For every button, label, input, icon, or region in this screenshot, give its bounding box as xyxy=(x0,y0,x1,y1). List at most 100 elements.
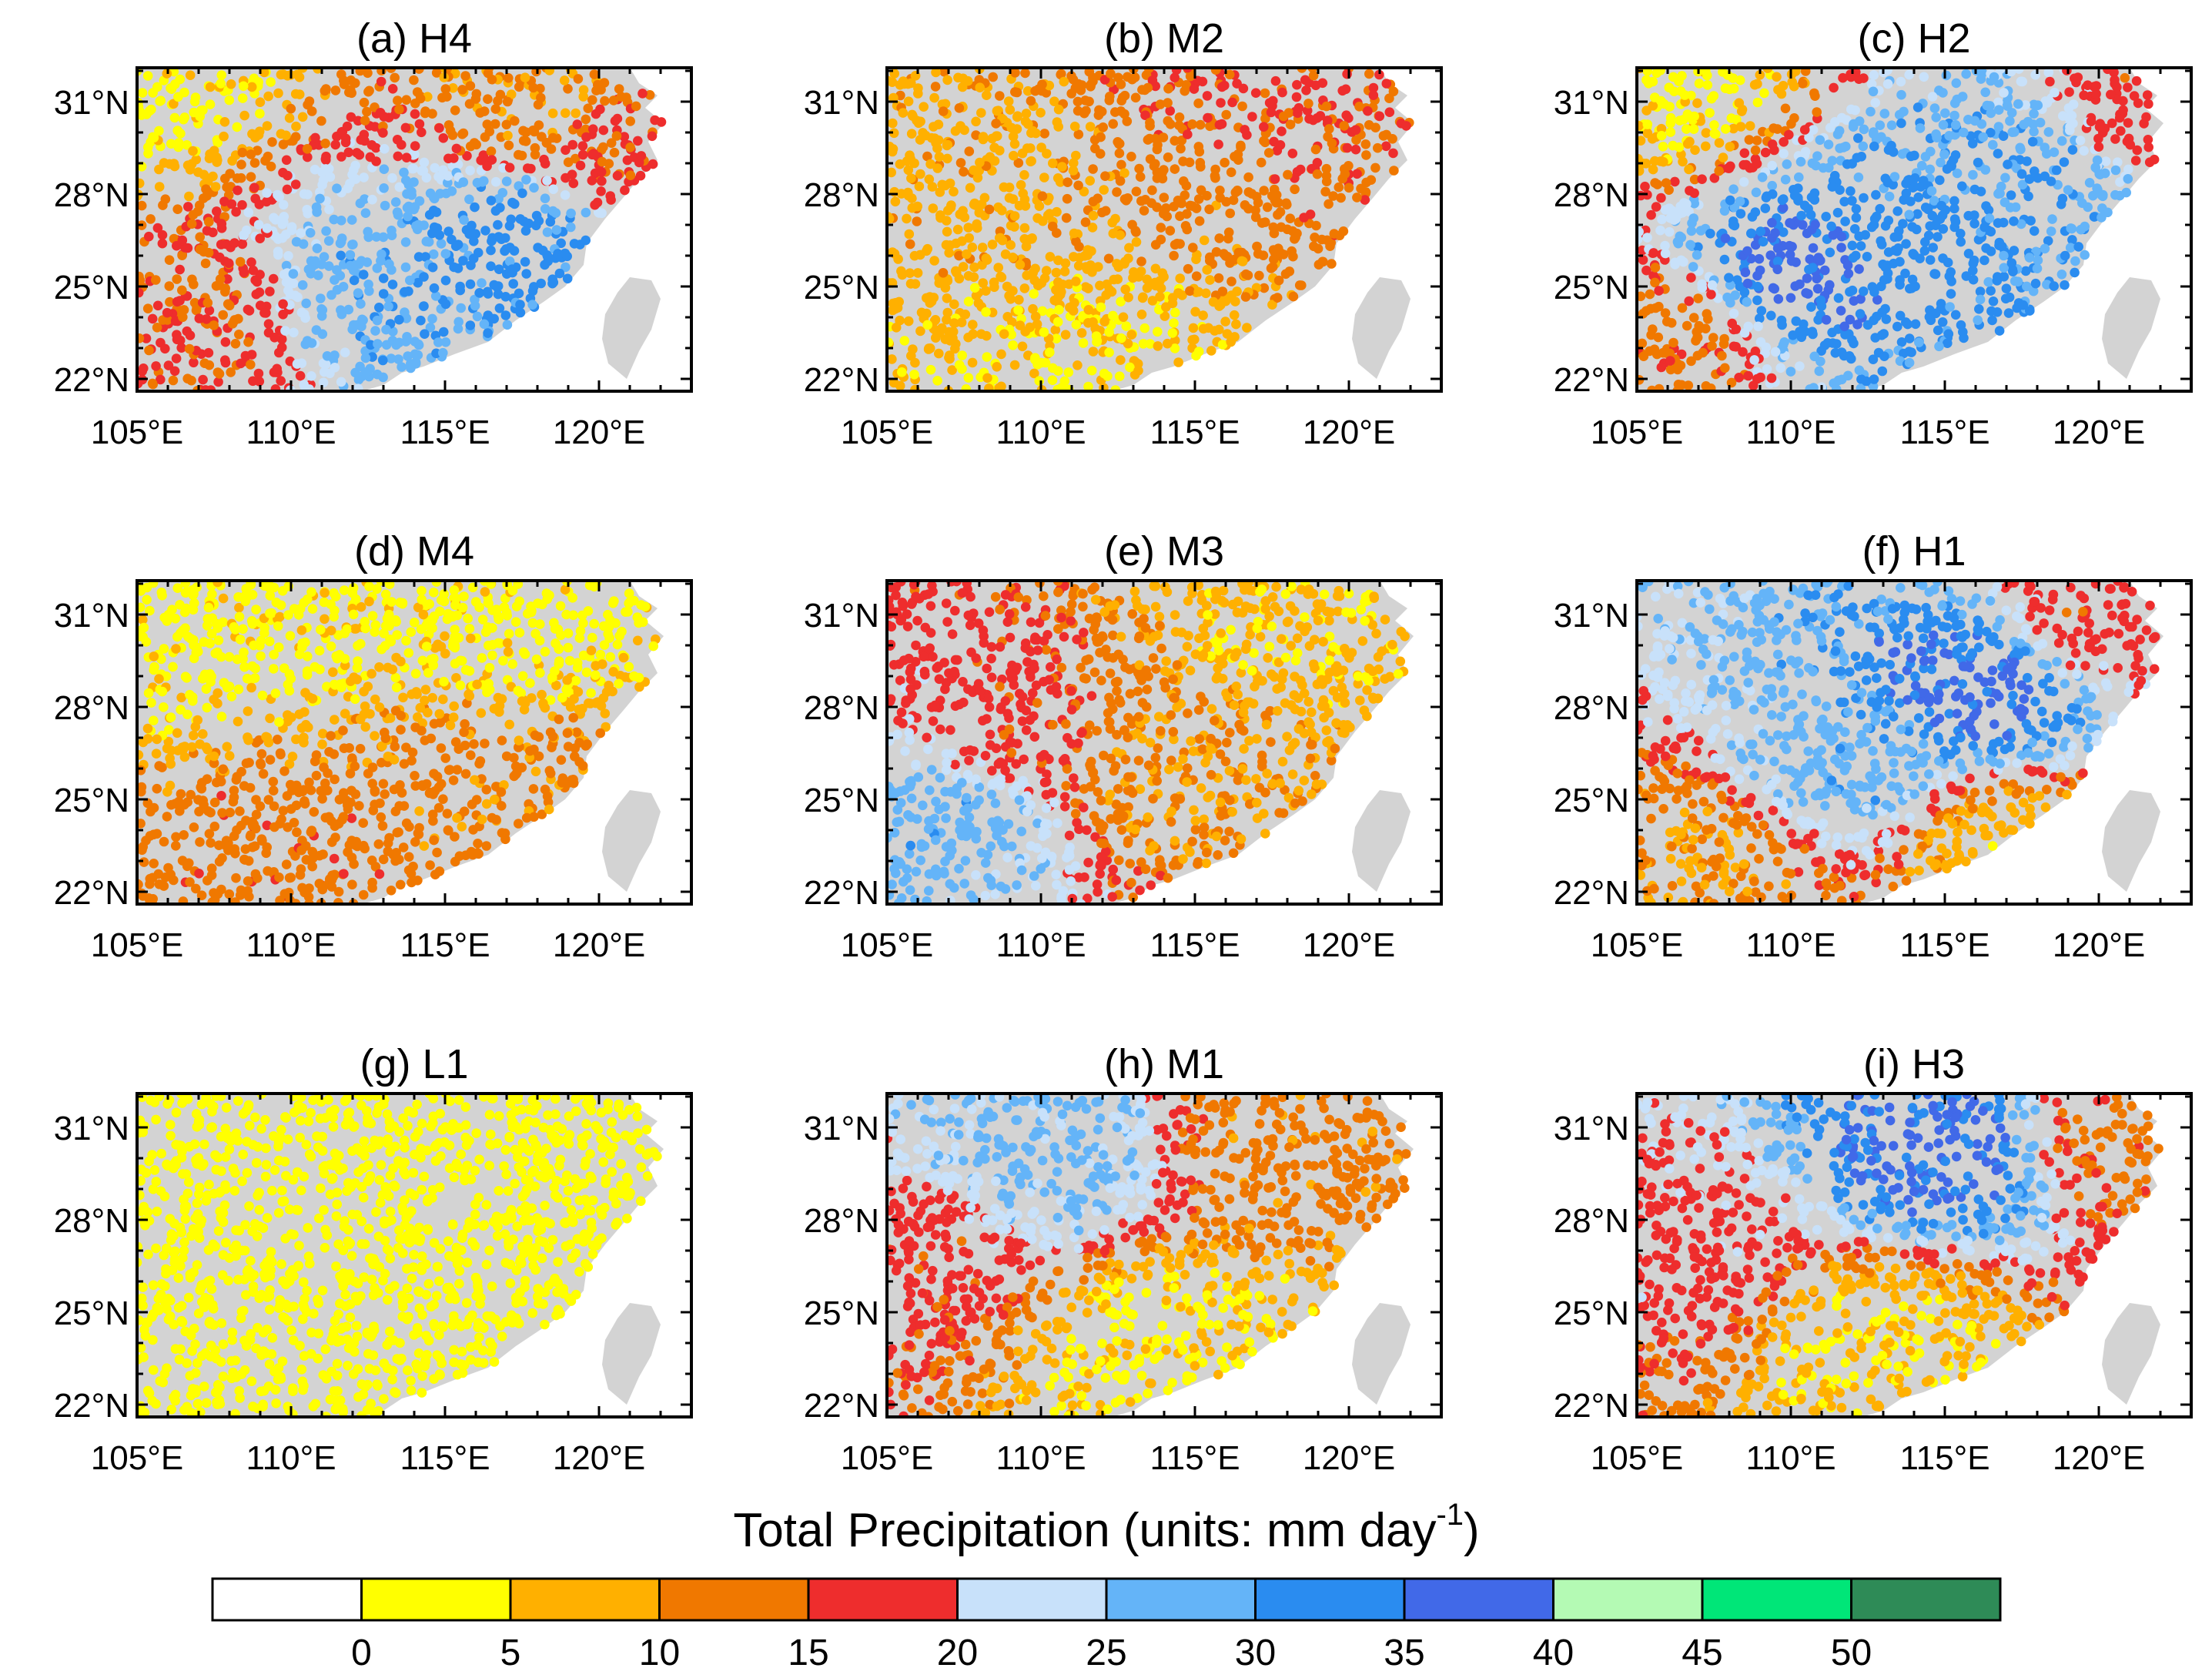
station-dot xyxy=(310,256,320,266)
station-dot xyxy=(593,79,603,90)
station-dot xyxy=(380,589,391,600)
station-dot xyxy=(307,604,318,614)
station-dot xyxy=(1654,286,1664,296)
station-dot xyxy=(392,207,403,217)
station-dot xyxy=(2066,223,2076,233)
station-dot xyxy=(286,222,297,232)
station-dot xyxy=(2051,165,2062,176)
station-dot xyxy=(243,706,253,716)
station-dot xyxy=(1779,137,1789,147)
station-dot xyxy=(542,227,553,237)
station-dot xyxy=(429,193,439,203)
station-dot xyxy=(1866,106,1876,117)
station-dot xyxy=(531,654,542,665)
station-dot xyxy=(1037,306,1048,317)
station-dot xyxy=(1685,239,1695,250)
station-dot xyxy=(256,758,266,769)
station-dot xyxy=(1986,246,1996,256)
station-dot xyxy=(1173,357,1183,367)
station-dot xyxy=(1839,196,1849,207)
station-dot xyxy=(421,779,432,789)
station-dot xyxy=(158,200,168,210)
station-dot xyxy=(1036,278,1047,288)
station-dot xyxy=(982,373,992,383)
station-dot xyxy=(1689,198,1699,209)
station-dot xyxy=(1026,143,1036,153)
station-dot xyxy=(1039,172,1049,183)
station-dot xyxy=(1967,139,1978,149)
station-dot xyxy=(273,735,283,745)
station-dot xyxy=(194,313,205,323)
station-dot xyxy=(1142,283,1153,293)
station-dot xyxy=(567,139,578,150)
station-dot xyxy=(185,877,195,887)
station-dot xyxy=(1912,224,1922,235)
station-dot xyxy=(930,82,941,92)
station-dot xyxy=(1012,87,1022,98)
lat-tick-label: 25°N xyxy=(804,269,879,306)
station-dot xyxy=(1140,195,1150,205)
station-dot xyxy=(1243,270,1253,280)
station-dot xyxy=(281,130,291,141)
station-dot xyxy=(969,283,980,293)
station-dot xyxy=(162,812,172,822)
station-dot xyxy=(349,859,359,869)
station-dot xyxy=(279,766,289,776)
station-dot xyxy=(163,862,173,873)
station-dot xyxy=(636,151,647,161)
station-dot xyxy=(1936,157,1946,168)
station-dot xyxy=(376,76,387,87)
station-dot xyxy=(390,197,401,207)
station-dot xyxy=(184,343,195,354)
station-dot xyxy=(226,367,236,377)
station-dot xyxy=(1337,85,1347,96)
station-dot xyxy=(903,79,913,89)
station-dot xyxy=(1173,196,1183,206)
station-dot xyxy=(481,841,492,851)
station-dot xyxy=(969,262,979,273)
station-dot xyxy=(283,610,293,620)
station-dot xyxy=(387,280,398,290)
station-dot xyxy=(536,92,546,103)
station-dot xyxy=(152,300,163,311)
station-dot xyxy=(142,595,152,605)
station-dot xyxy=(179,752,190,762)
station-dot xyxy=(270,384,281,391)
station-dot xyxy=(463,613,473,624)
station-dot xyxy=(1259,283,1270,293)
station-dot xyxy=(143,688,154,698)
station-dot xyxy=(656,117,667,127)
station-dot xyxy=(199,358,210,369)
station-dot xyxy=(306,785,316,795)
station-dot xyxy=(292,827,302,837)
station-dot xyxy=(1288,291,1299,302)
station-dot xyxy=(1720,363,1730,373)
station-dot xyxy=(2067,145,2078,155)
station-dot xyxy=(1759,88,1769,99)
station-dot xyxy=(1907,274,1918,285)
station-dot xyxy=(1796,210,1806,221)
station-dot xyxy=(310,164,320,175)
station-dot xyxy=(387,597,397,607)
station-dot xyxy=(1034,376,1045,387)
station-dot xyxy=(1226,276,1237,286)
station-dot xyxy=(237,147,248,158)
station-dot xyxy=(1719,333,1729,344)
station-dot xyxy=(208,171,218,182)
station-dot xyxy=(1259,122,1269,132)
station-dot xyxy=(238,654,248,664)
station-dot xyxy=(904,229,915,239)
station-dot xyxy=(436,595,447,605)
station-dot xyxy=(275,748,286,759)
station-dot xyxy=(528,784,539,794)
station-dot xyxy=(589,69,600,79)
station-dot xyxy=(1275,140,1286,150)
station-dot xyxy=(982,352,992,362)
station-dot xyxy=(1848,253,1859,263)
station-dot xyxy=(1927,92,1938,102)
station-dot xyxy=(445,765,455,775)
station-dot xyxy=(1155,292,1165,302)
station-dot xyxy=(459,591,469,601)
station-dot xyxy=(1994,326,2005,336)
